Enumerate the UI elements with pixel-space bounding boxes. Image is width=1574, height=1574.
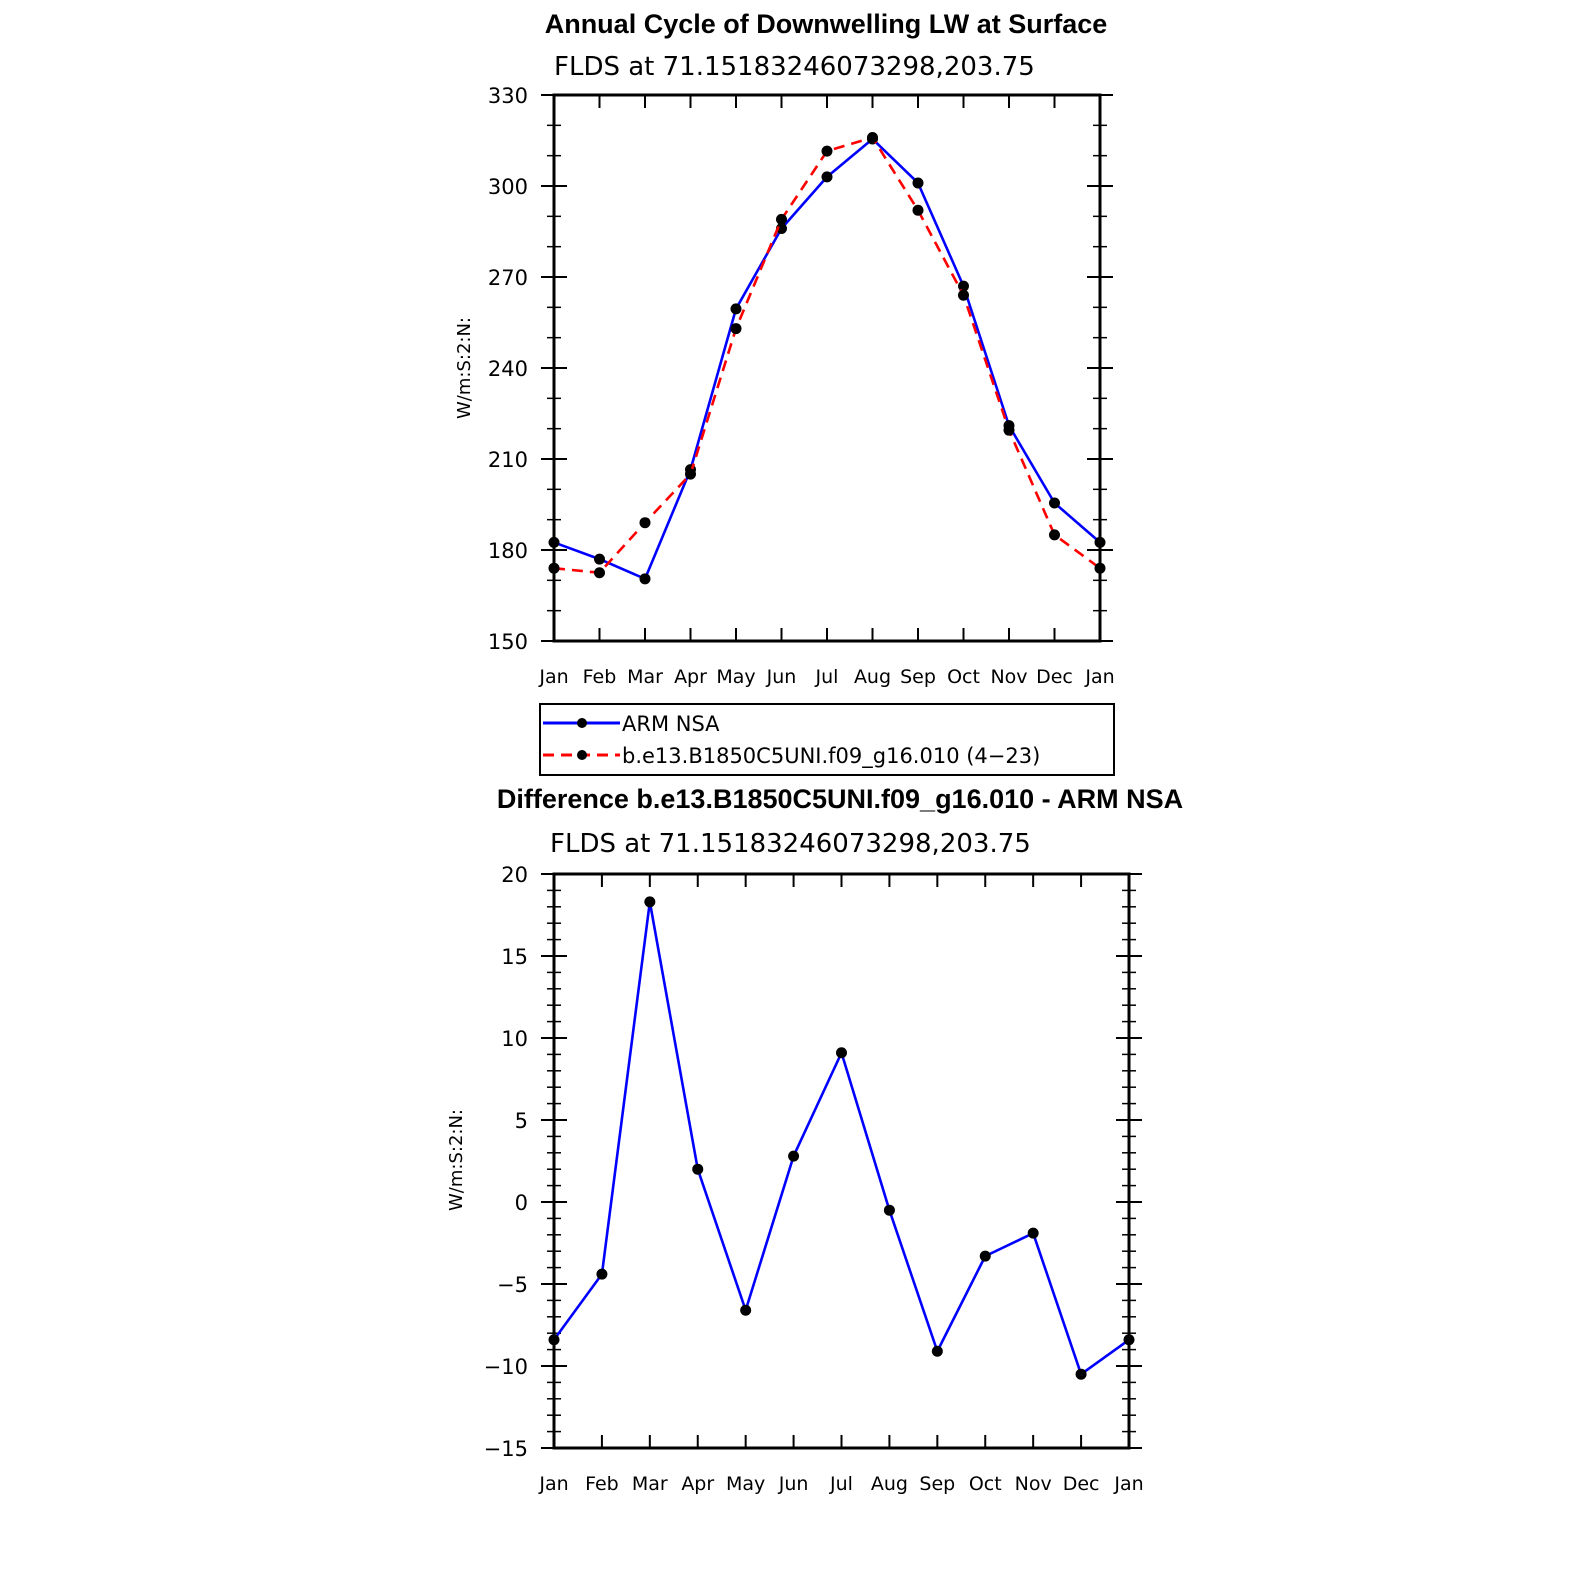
data-point-difference	[883, 1204, 895, 1216]
x-tick-label: Jan	[1084, 666, 1114, 688]
data-point-arm-nsa	[912, 177, 924, 189]
y-tick-label: −5	[497, 1273, 528, 1297]
y-tick-label: −15	[484, 1437, 528, 1461]
difference-y-axis-label: W/m:S:2:N:	[446, 1109, 467, 1211]
x-tick-label: Jun	[766, 666, 797, 688]
annual-cycle-axes: Jan Feb Mar Apr May Jun Jul Aug Sep Oct Nov Dec Jan 1…	[488, 84, 1115, 688]
annual-cycle-panel: Annual Cycle of Downwelling LW at Surfac…	[454, 9, 1115, 776]
y-tick-label: 240	[488, 357, 528, 381]
y-tick-label: 210	[488, 448, 528, 472]
x-tick-label: Oct	[969, 1473, 1002, 1495]
data-point-b-e13-b1850c5uni-f09-g16-010-4-23	[867, 131, 878, 143]
data-point-arm-nsa	[776, 222, 787, 234]
x-tick-label: May	[726, 1473, 765, 1495]
x-tick-label: Oct	[947, 666, 980, 688]
data-point-arm-nsa	[958, 280, 969, 292]
data-point-difference	[644, 896, 656, 908]
x-tick-label: Jul	[829, 1473, 853, 1495]
data-point-b-e13-b1850c5uni-f09-g16-010-4-23	[912, 204, 924, 216]
y-tick-label: 20	[501, 863, 528, 887]
x-tick-label: Feb	[585, 1473, 619, 1495]
x-tick-label: Jan	[1113, 1473, 1143, 1495]
data-point-difference	[836, 1047, 847, 1059]
data-point-b-e13-b1850c5uni-f09-g16-010-4-23	[639, 517, 651, 529]
legend-marker-model	[577, 750, 587, 760]
legend-label-model: b.e13.B1850C5UNI.f09_g16.010 (4−23)	[622, 744, 1040, 769]
legend: ARM NSA b.e13.B1850C5UNI.f09_g16.010 (4−…	[539, 703, 1115, 776]
x-tick-label: Jan	[538, 666, 568, 688]
y-tick-label: 270	[488, 266, 528, 290]
data-point-b-e13-b1850c5uni-f09-g16-010-4-23	[730, 323, 742, 335]
difference-subtitle: FLDS at 71.15183246073298,203.75	[550, 829, 1031, 859]
data-point-arm-nsa	[821, 171, 833, 183]
data-point-b-e13-b1850c5uni-f09-g16-010-4-23	[776, 213, 787, 225]
data-point-arm-nsa	[639, 573, 651, 585]
x-tick-label: Jun	[778, 1473, 809, 1495]
data-point-difference	[596, 1268, 608, 1280]
data-point-arm-nsa	[1049, 497, 1060, 509]
x-tick-label: Sep	[900, 666, 936, 688]
legend-box	[539, 703, 1115, 776]
x-tick-label: Dec	[1063, 1473, 1100, 1495]
data-point-difference	[788, 1150, 800, 1162]
annual-cycle-title: Annual Cycle of Downwelling LW at Surfac…	[545, 9, 1108, 39]
x-tick-label: Apr	[681, 1473, 714, 1495]
x-tick-label: Nov	[990, 666, 1027, 688]
annual-cycle-series	[548, 131, 1106, 585]
y-tick-label: −10	[484, 1355, 528, 1379]
data-point-b-e13-b1850c5uni-f09-g16-010-4-23	[1003, 424, 1015, 436]
x-tick-label: Aug	[854, 666, 891, 688]
legend-entry-arm-nsa: ARM NSA	[543, 712, 720, 736]
difference-title: Difference b.e13.B1850C5UNI.f09_g16.010 …	[497, 784, 1183, 814]
x-tick-label: Aug	[871, 1473, 908, 1495]
legend-entry-model: b.e13.B1850C5UNI.f09_g16.010 (4−23)	[543, 744, 1040, 769]
x-tick-label: Apr	[674, 666, 707, 688]
data-point-difference	[1027, 1227, 1039, 1239]
y-tick-label: 0	[515, 1191, 528, 1215]
annual-cycle-y-axis-label: W/m:S:2:N:	[454, 317, 475, 419]
y-tick-label: 5	[515, 1109, 528, 1133]
data-point-b-e13-b1850c5uni-f09-g16-010-4-23	[1049, 529, 1060, 541]
y-tick-label: 330	[488, 84, 528, 108]
x-tick-label: Mar	[632, 1473, 668, 1495]
data-point-arm-nsa	[594, 553, 605, 565]
x-tick-label: Jul	[815, 666, 839, 688]
annual-cycle-subtitle: FLDS at 71.15183246073298,203.75	[554, 52, 1035, 82]
legend-label-arm-nsa: ARM NSA	[622, 712, 720, 736]
x-tick-label: Mar	[627, 666, 663, 688]
data-point-b-e13-b1850c5uni-f09-g16-010-4-23	[958, 289, 969, 301]
x-tick-label: Nov	[1015, 1473, 1052, 1495]
difference-plot-frame	[552, 872, 1131, 1450]
x-tick-label: Dec	[1036, 666, 1073, 688]
data-point-difference	[1075, 1368, 1087, 1380]
x-tick-label: Feb	[583, 666, 617, 688]
data-point-b-e13-b1850c5uni-f09-g16-010-4-23	[821, 145, 833, 157]
data-point-difference	[979, 1250, 991, 1262]
legend-marker-arm-nsa	[577, 718, 587, 728]
y-tick-label: 300	[488, 175, 528, 199]
x-tick-label: Jan	[538, 1473, 568, 1495]
difference-panel: Difference b.e13.B1850C5UNI.f09_g16.010 …	[446, 784, 1183, 1495]
x-tick-label: May	[716, 666, 755, 688]
data-point-b-e13-b1850c5uni-f09-g16-010-4-23	[685, 468, 696, 480]
y-tick-label: 150	[488, 630, 528, 654]
annual-cycle-plot-frame	[552, 93, 1102, 643]
data-point-arm-nsa	[730, 303, 742, 315]
y-tick-label: 10	[501, 1027, 528, 1051]
y-tick-label: 180	[488, 539, 528, 563]
data-point-difference	[740, 1304, 752, 1316]
data-point-b-e13-b1850c5uni-f09-g16-010-4-23	[594, 567, 605, 579]
x-tick-label: Sep	[919, 1473, 955, 1495]
y-tick-label: 15	[501, 945, 528, 969]
data-point-difference	[931, 1345, 943, 1357]
data-point-difference	[692, 1163, 704, 1175]
